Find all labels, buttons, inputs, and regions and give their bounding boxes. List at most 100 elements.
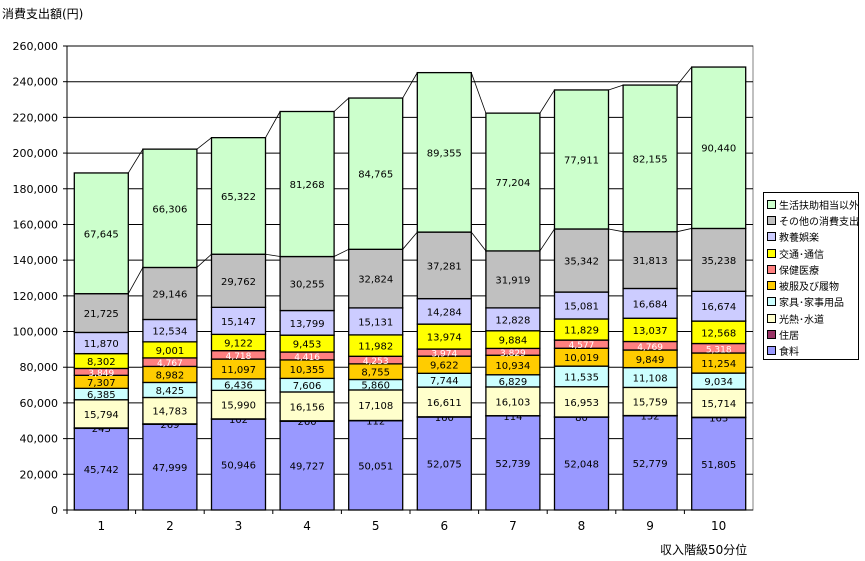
bar-segment <box>279 309 335 336</box>
series-line <box>402 72 418 99</box>
series-line <box>539 89 555 114</box>
data-label: 81,268 <box>290 180 325 191</box>
x-tick-label: 1 <box>97 519 105 533</box>
data-label: 163 <box>709 413 728 424</box>
data-label: 10,019 <box>564 353 599 364</box>
y-tick-label: 200,000 <box>13 147 59 160</box>
data-label: 9,034 <box>704 377 733 388</box>
bar-segment <box>691 66 747 230</box>
legend-item: 食料 <box>767 343 858 359</box>
bar-segment <box>622 287 678 319</box>
bar-segment <box>279 110 335 258</box>
x-tick-label: 3 <box>235 519 243 533</box>
y-tick-label: 260,000 <box>13 40 59 53</box>
data-label: 89,355 <box>427 148 462 159</box>
bar-segment <box>210 306 267 336</box>
legend: 生活扶助相当以外 その他の消費支出 教養娯楽 交通･通信 保健医療 被服及び履物 家具･家事… <box>763 192 859 360</box>
bar-segment <box>210 418 267 511</box>
legend-label: 被服及び履物 <box>779 282 839 294</box>
data-label: 29,146 <box>152 289 187 300</box>
data-label: 50,051 <box>358 461 393 472</box>
x-tick-label: 10 <box>711 519 726 533</box>
data-label: 15,131 <box>358 317 393 328</box>
data-label: 11,097 <box>221 365 256 376</box>
y-tick-label: 100,000 <box>13 326 59 339</box>
y-tick-label: 240,000 <box>13 76 59 89</box>
legend-swatch <box>767 297 776 307</box>
bar-segment <box>210 389 267 420</box>
bar-segment <box>348 420 404 511</box>
data-label: 3,849 <box>88 369 114 379</box>
data-label: 11,870 <box>84 339 119 350</box>
legend-swatch <box>767 330 776 340</box>
legend-label: 生活扶助相当以外 <box>779 200 859 212</box>
y-tick-label: 220,000 <box>13 111 59 124</box>
data-label: 80 <box>575 413 588 424</box>
data-label: 11,982 <box>358 342 393 353</box>
y-tick-label: 0 <box>51 504 58 517</box>
data-label: 160 <box>435 413 454 424</box>
data-label: 9,622 <box>430 361 459 372</box>
bar-segment <box>691 416 747 511</box>
series-line <box>333 97 349 112</box>
data-label: 9,122 <box>224 339 253 350</box>
data-label: 31,919 <box>495 275 530 286</box>
data-label: 12,568 <box>701 328 736 339</box>
data-label: 13,037 <box>633 326 668 337</box>
series-line <box>676 66 693 86</box>
legend-swatch <box>767 313 776 323</box>
data-label: 4,767 <box>157 359 183 369</box>
series-line <box>265 253 281 257</box>
data-label: 7,744 <box>430 376 459 387</box>
bar-segment <box>622 84 678 233</box>
y-axis-title: 消費支出額(円) <box>2 7 84 21</box>
data-label: 45,742 <box>84 465 119 476</box>
bar-segment <box>73 172 129 295</box>
data-label: 4,769 <box>637 343 663 353</box>
y-tick-label: 120,000 <box>13 290 59 303</box>
series-line <box>402 231 418 250</box>
data-label: 3,974 <box>431 350 457 360</box>
data-label: 67,645 <box>84 229 119 240</box>
series-line <box>608 228 624 233</box>
data-label: 11,535 <box>564 372 599 383</box>
legend-label: 光熱･水道 <box>779 314 824 326</box>
bar-segment <box>553 291 610 320</box>
data-label: 52,075 <box>427 460 462 471</box>
data-label: 6,829 <box>499 377 528 388</box>
data-label: 35,238 <box>701 256 736 267</box>
legend-label: 食料 <box>779 347 799 359</box>
data-label: 15,990 <box>221 401 256 412</box>
series-line <box>470 72 487 114</box>
legend-swatch <box>767 281 776 291</box>
data-label: 82,155 <box>633 154 668 165</box>
legend-swatch <box>767 199 776 209</box>
legend-label: 住居 <box>779 331 799 343</box>
bar-segment <box>622 415 678 511</box>
data-label: 35,342 <box>564 257 599 268</box>
data-label: 11,829 <box>564 326 599 337</box>
bar-segment <box>553 89 610 230</box>
bar-segment <box>416 231 472 300</box>
legend-label: 交通･通信 <box>779 249 824 261</box>
bar-segment <box>622 386 678 417</box>
bar-segment <box>210 137 267 255</box>
data-label: 114 <box>503 412 522 423</box>
bar-segment <box>348 97 404 250</box>
data-label: 9,001 <box>156 346 185 357</box>
legend-item: 教養娯楽 <box>767 229 858 245</box>
data-label: 13,799 <box>290 319 325 330</box>
bar-segment <box>142 148 198 269</box>
data-label: 15,147 <box>221 317 256 328</box>
data-label: 52,779 <box>633 459 668 470</box>
data-label: 14,284 <box>427 307 462 318</box>
y-tick-label: 140,000 <box>13 254 59 267</box>
bar-segment <box>485 415 541 511</box>
bar-segment <box>142 266 198 321</box>
series-line <box>127 148 144 174</box>
data-label: 31,813 <box>633 256 668 267</box>
data-label: 11,108 <box>633 374 668 385</box>
data-label: 11,254 <box>701 359 736 370</box>
data-label: 8,425 <box>156 386 185 397</box>
